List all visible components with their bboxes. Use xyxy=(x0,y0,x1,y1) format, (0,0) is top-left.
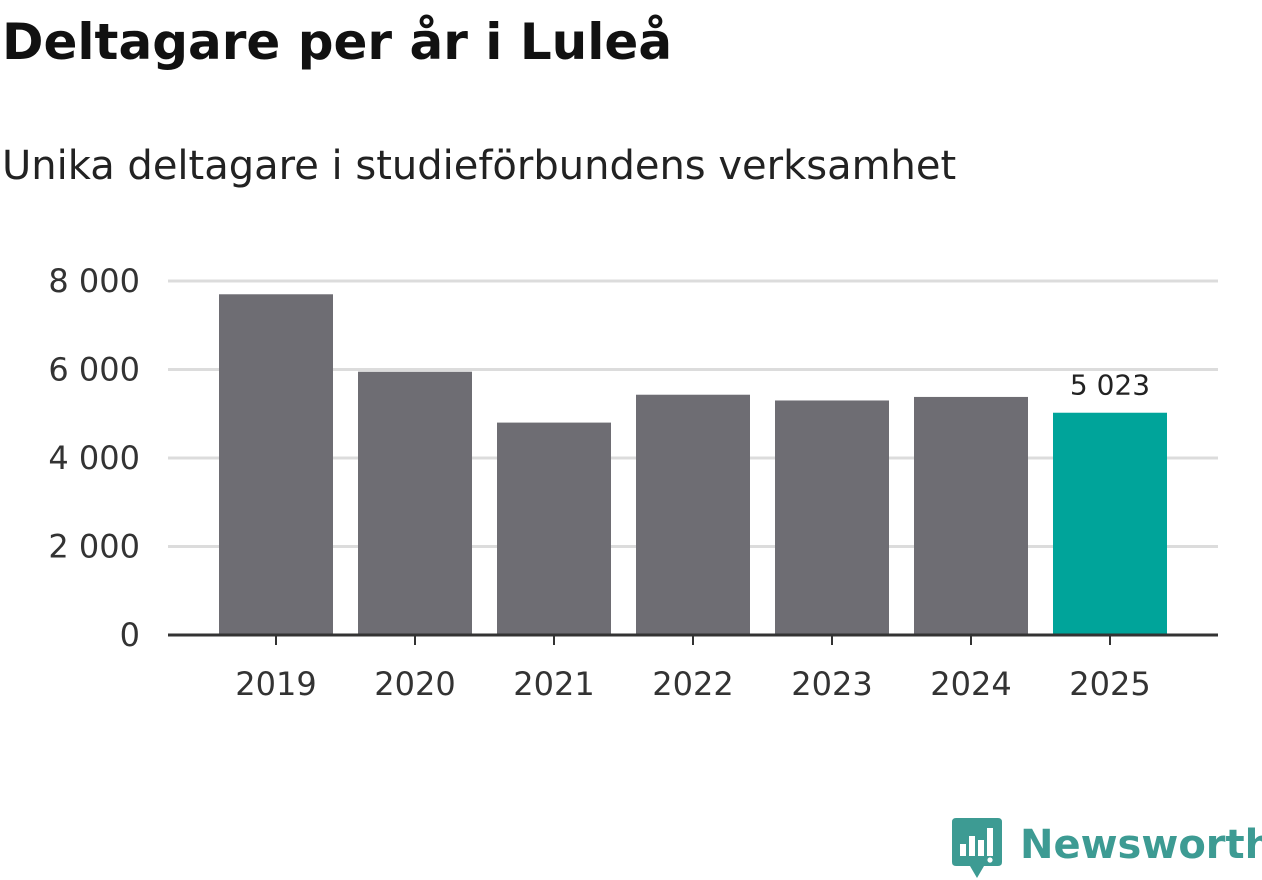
bars xyxy=(219,294,1167,635)
chart-subtitle: Unika deltagare i studieförbundens verks… xyxy=(2,143,957,189)
data-labels: 5 023 xyxy=(1070,369,1150,402)
y-axis-ticks: 0 2 000 4 000 6 000 8 000 xyxy=(48,262,140,654)
newsworthy-brand: Newsworthy xyxy=(952,818,1262,880)
y-tick-label: 8 000 xyxy=(48,262,140,300)
x-tick-label: 2021 xyxy=(513,665,594,703)
bar-2019 xyxy=(219,294,333,635)
x-tick-label: 2022 xyxy=(652,665,733,703)
x-tick-label: 2019 xyxy=(235,665,316,703)
bar-2022 xyxy=(636,394,750,635)
bar-2021 xyxy=(497,422,611,635)
x-tick-label: 2023 xyxy=(791,665,872,703)
x-tick-label: 2025 xyxy=(1069,665,1150,703)
x-tick-label: 2024 xyxy=(930,665,1011,703)
x-tick-label: 2020 xyxy=(374,665,455,703)
y-tick-label: 6 000 xyxy=(48,351,140,389)
bar-2020 xyxy=(358,371,472,635)
y-tick-label: 0 xyxy=(120,616,140,654)
bar-2024 xyxy=(914,396,1028,635)
chart-title: Deltagare per år i Luleå xyxy=(2,13,673,71)
x-axis-ticks: 2019 2020 2021 2022 2023 2024 2025 xyxy=(235,635,1151,703)
bar-2023 xyxy=(775,400,889,635)
brand-name: Newsworthy xyxy=(1020,822,1262,868)
y-tick-label: 4 000 xyxy=(48,439,140,477)
newsworthy-logo-icon xyxy=(952,818,1002,878)
data-label: 5 023 xyxy=(1070,369,1150,402)
y-tick-label: 2 000 xyxy=(48,528,140,566)
bar-2025 xyxy=(1053,412,1167,635)
